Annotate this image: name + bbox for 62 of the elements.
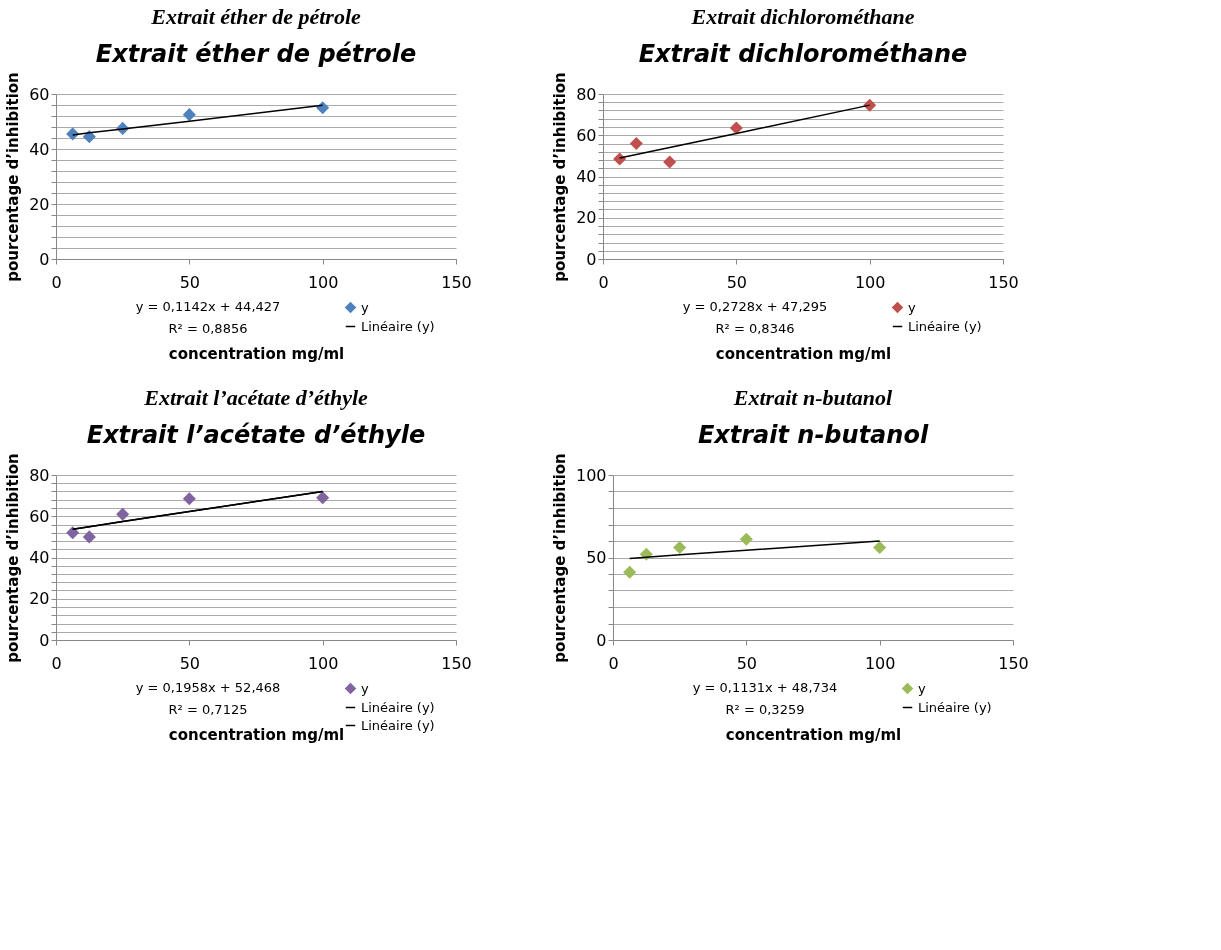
y-tick-label: 0 <box>39 249 50 269</box>
chart-title: Extrait n-butanol <box>732 384 894 410</box>
chart-subtitle: Extrait l’acétate d’éthyle <box>86 420 426 449</box>
x-tick-label: 100 <box>307 653 339 673</box>
y-tick-label: 60 <box>29 84 50 104</box>
x-tick-label: 150 <box>988 272 1019 292</box>
x-tick-label: 100 <box>307 272 339 292</box>
y-tick-label: 80 <box>29 465 50 485</box>
y-tick-label: 0 <box>596 630 607 650</box>
text: R² = 0,7125 <box>168 702 248 717</box>
x-axis-title: concentration mg/ml <box>725 725 902 744</box>
y-tick-label: 0 <box>586 249 597 269</box>
x-axis-title: concentration mg/ml <box>168 725 345 744</box>
legend-label: Linéaire (y) <box>918 699 992 715</box>
chart-subtitle: Extrait éther de pétrole <box>95 39 417 68</box>
x-tick-label: 100 <box>854 272 886 292</box>
legend-label: y <box>361 299 369 315</box>
legend-label: Linéaire (y) <box>361 318 435 334</box>
y-tick-label: 20 <box>29 589 50 609</box>
y-tick-label: 40 <box>29 548 50 567</box>
y-tick-label: 40 <box>29 139 50 159</box>
legend-label: Linéaire (y) <box>361 699 435 715</box>
y-tick-label: 20 <box>576 208 597 228</box>
x-tick-label: 150 <box>441 653 472 673</box>
x-tick-label: 150 <box>998 653 1029 673</box>
x-axis-title: concentration mg/ml <box>715 344 892 363</box>
text: R² = 0,8856 <box>168 321 248 336</box>
x-axis-title: concentration mg/ml <box>168 344 345 363</box>
x-tick-label: 150 <box>441 272 472 292</box>
chart-title: Extrait dichlorométhane <box>690 3 915 29</box>
y-tick-label: 100 <box>575 465 607 485</box>
y-tick-label: 60 <box>576 125 597 145</box>
chart-subtitle: Extrait dichlorométhane <box>638 39 968 68</box>
legend-label: y <box>908 299 916 315</box>
x-tick-label: 50 <box>179 272 201 292</box>
chart-subtitle: Extrait n-butanol <box>697 420 929 449</box>
text: y = 0,1131x + 48,734 <box>692 680 838 695</box>
chart-title: Extrait l’acétate d’éthyle <box>143 384 369 410</box>
y-tick-label: 80 <box>576 84 597 104</box>
y-axis-title: pourcentage d’inhibition <box>4 453 23 663</box>
y-axis-title: pourcentage d’inhibition <box>550 453 569 663</box>
text: y = 0,1142x + 44,427 <box>135 299 281 314</box>
x-tick-label: 50 <box>179 653 201 673</box>
x-tick-label: 50 <box>726 272 748 292</box>
y-tick-label: 50 <box>586 548 607 567</box>
y-axis-title: pourcentage d’inhibition <box>4 72 23 282</box>
legend-label: Linéaire (y) <box>908 318 982 334</box>
legend-label: Linéaire (y) <box>361 717 435 733</box>
x-tick-label: 100 <box>864 653 896 673</box>
y-tick-label: 60 <box>29 506 50 526</box>
text: y = 0,2728x + 47,295 <box>682 299 828 314</box>
y-tick-label: 20 <box>29 194 50 214</box>
chart-title: Extrait éther de pétrole <box>150 3 362 29</box>
legend-label: y <box>361 680 369 696</box>
legend-label: y <box>918 680 926 696</box>
y-axis-title: pourcentage d’inhibition <box>551 72 570 282</box>
y-tick-label: 40 <box>576 167 597 186</box>
y-tick-label: 0 <box>39 630 50 650</box>
text: R² = 0,8346 <box>715 321 795 336</box>
text: y = 0,1958x + 52,468 <box>135 680 281 695</box>
text: R² = 0,3259 <box>725 702 805 717</box>
x-tick-label: 50 <box>736 653 758 673</box>
